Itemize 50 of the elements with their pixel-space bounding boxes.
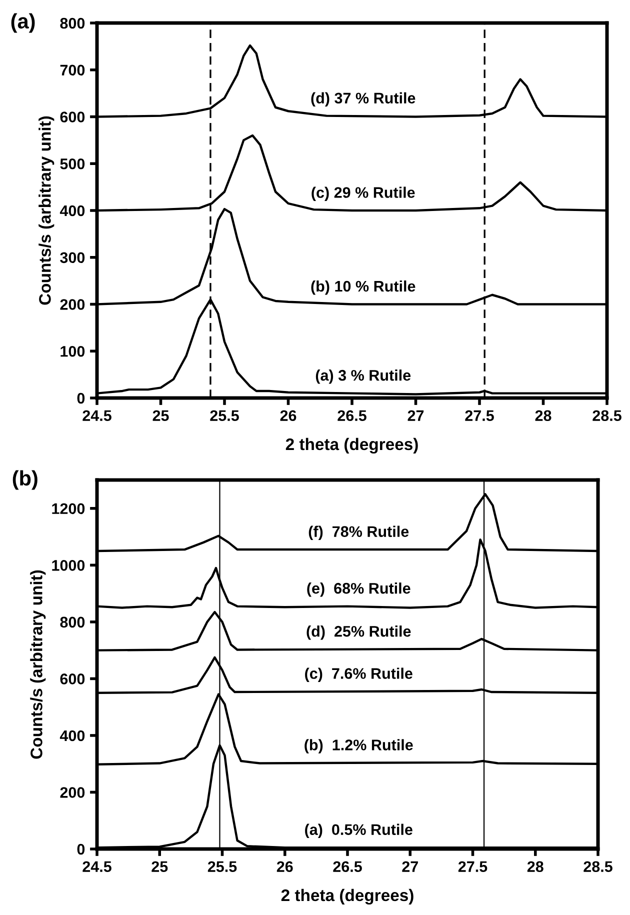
x-tick-label: 26	[280, 410, 296, 422]
y-axis-title: Counts/s (arbitrary unit)	[30, 570, 46, 759]
x-tick-label: 26.5	[333, 861, 362, 872]
series-label: (d) 25% Rutile	[306, 626, 411, 640]
x-tick-label: 26.5	[338, 410, 366, 422]
x-tick-label: 27.5	[465, 410, 494, 422]
series-label: (f) 78% Rutile	[308, 526, 409, 540]
y-tick-label: 300	[60, 252, 85, 264]
x-tick-label: 28.5	[584, 861, 612, 872]
x-axis-title: 2 theta (degrees)	[286, 438, 418, 454]
y-tick-label: 500	[60, 158, 85, 170]
series-label: (b) 1.2% Rutile	[304, 739, 413, 754]
series-label: (a) 0.5% Rutile	[305, 824, 412, 838]
y-tick-label: 200	[60, 299, 85, 310]
chart-title: (b)	[12, 470, 38, 490]
x-tick-label: 28	[535, 410, 552, 422]
x-tick-label: 27	[402, 861, 418, 872]
series-label: (c) 29 % Rutile	[312, 186, 415, 201]
x-tick-label: 25	[152, 410, 169, 422]
x-tick-label: 25.5	[208, 861, 237, 872]
y-tick-label: 600	[60, 674, 85, 684]
y-tick-label: 800	[60, 18, 85, 29]
series-label: (a) 3 % Rutile	[316, 370, 411, 384]
x-tick-label: 24.5	[82, 861, 112, 872]
x-tick-label: 27	[408, 410, 424, 421]
y-tick-label: 800	[60, 616, 85, 628]
y-tick-label: 200	[60, 787, 85, 798]
x-tick-label: 25.5	[210, 410, 239, 422]
y-tick-label: 1000	[52, 560, 85, 571]
x-tick-label: 28	[527, 861, 544, 872]
x-tick-label: 24.5	[82, 410, 112, 422]
x-tick-label: 26	[276, 861, 293, 872]
series-label: (e) 68% Rutile	[307, 582, 410, 597]
y-tick-label: 400	[60, 205, 85, 216]
y-tick-label: 100	[60, 346, 85, 357]
y-tick-label: 0	[77, 844, 85, 855]
series-label: (b) 10 % Rutile	[311, 280, 416, 295]
y-tick-label: 700	[60, 64, 85, 76]
series-label: (c) 7.6% Rutile	[305, 668, 412, 682]
y-tick-label: 1200	[52, 503, 85, 514]
chart-title: (a)	[11, 13, 35, 33]
y-axis-title: Counts/s (arbitrary unit)	[38, 116, 54, 305]
x-tick-label: 27.5	[458, 861, 488, 872]
y-tick-label: 0	[77, 392, 85, 404]
series-label: (d) 37 % Rutile	[311, 92, 416, 107]
x-tick-label: 25	[152, 861, 168, 872]
y-tick-label: 600	[60, 112, 85, 122]
x-axis-title: 2 theta (degrees)	[281, 888, 414, 905]
y-tick-label: 400	[60, 730, 85, 742]
x-tick-label: 28.5	[592, 410, 622, 422]
